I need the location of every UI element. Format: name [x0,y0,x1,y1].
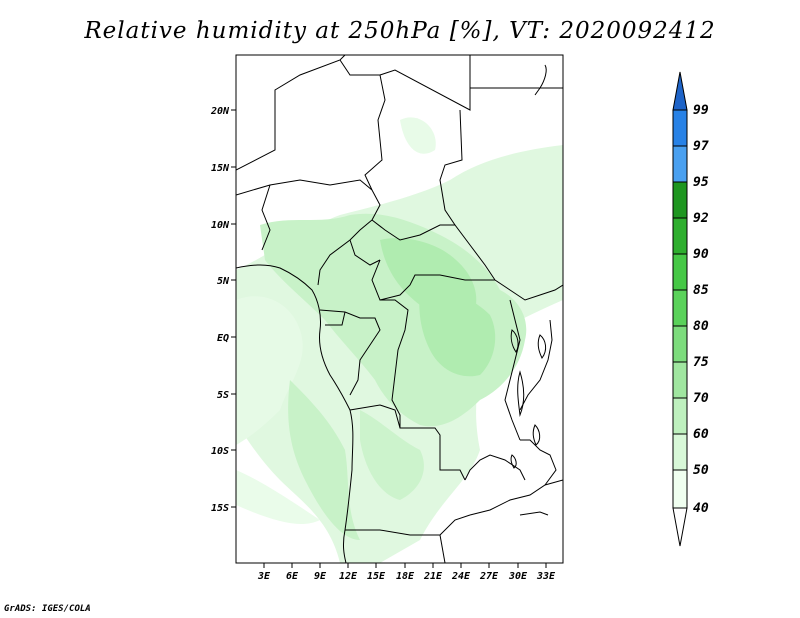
longitude-axis: 3E 6E 9E 12E 15E 18E 21E 24E 27E 30E 33E [257,563,556,582]
map-frame [235,54,564,564]
lat-label-eq: EQ [217,333,229,344]
lon-label-12e: 12E [339,571,358,582]
lat-label-5n: 5N [217,276,230,287]
lon-label-27e: 27E [479,571,499,582]
lon-label-18e: 18E [396,571,415,582]
lon-label-3e: 3E [257,571,271,582]
colorbar-segment-97 [673,110,687,146]
colorbar-segment-80 [673,290,687,326]
country-borders [236,55,563,563]
colorbar-segment-70 [673,362,687,398]
lat-label-15n: 15N [211,163,230,174]
colorbar-segment-50 [673,434,687,470]
colorbar-label-60: 60 [693,427,709,442]
lat-label-20n: 20N [210,106,230,117]
colorbar: 99 97 95 92 90 85 80 75 70 60 50 40 [672,71,709,547]
colorbar-bottom-arrow [672,507,688,547]
colorbar-label-95: 95 [693,175,709,190]
lon-label-21e: 21E [423,571,443,582]
lon-label-6e: 6E [286,571,299,582]
colorbar-label-75: 75 [693,355,709,370]
colorbar-segment-90 [673,218,687,254]
credit-label: GrADS: IGES/COLA [4,604,91,614]
colorbar-segment-40 [673,470,687,508]
colorbar-label-80: 80 [693,319,709,334]
colorbar-top-arrow [672,71,688,111]
lon-label-15e: 15E [367,571,386,582]
lat-label-5s: 5S [217,390,229,401]
colorbar-label-40: 40 [693,501,709,516]
colorbar-segment-92 [673,182,687,218]
lon-label-24e: 24E [451,571,471,582]
colorbar-segment-75 [673,326,687,362]
lat-label-10s: 10S [211,446,229,457]
lon-label-33e: 33E [536,571,556,582]
colorbar-label-92: 92 [693,211,709,226]
lat-label-10n: 10N [211,220,230,231]
lat-label-15s: 15S [211,503,229,514]
latitude-axis: 20N 15N 10N 5N EQ 5S 10S 15S [210,106,236,514]
lon-label-30e: 30E [508,571,528,582]
colorbar-label-99: 99 [693,103,709,118]
humidity-field [236,55,563,563]
colorbar-label-90: 90 [693,247,709,262]
colorbar-segment-95 [673,146,687,182]
lon-label-9e: 9E [314,571,327,582]
colorbar-segment-85 [673,254,687,290]
chart-title: Relative humidity at 250hPa [%], VT: 202… [84,18,716,44]
colorbar-label-70: 70 [693,391,709,406]
colorbar-label-50: 50 [693,463,709,478]
colorbar-label-97: 97 [693,139,709,154]
colorbar-label-85: 85 [693,283,709,298]
colorbar-segment-60 [673,398,687,434]
